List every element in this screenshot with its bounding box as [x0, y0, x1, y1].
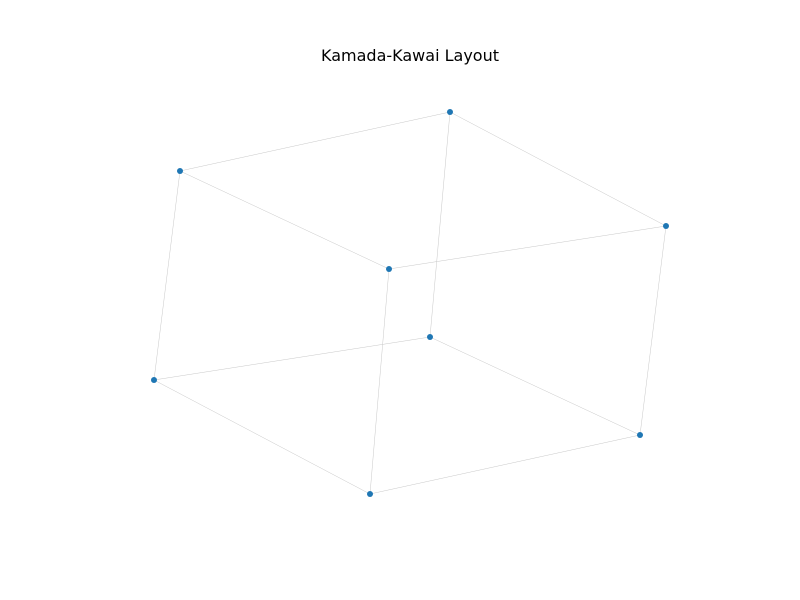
- graph-edge: [429, 336, 641, 436]
- graph-edge: [429, 111, 451, 338]
- graph-node: [637, 432, 643, 438]
- graph-edge: [639, 225, 667, 436]
- graph-edge: [449, 111, 667, 227]
- graph-node: [663, 223, 669, 229]
- graph-node: [151, 377, 157, 383]
- graph-edge: [153, 170, 181, 381]
- graph-node: [427, 334, 433, 340]
- graph-node: [386, 266, 392, 272]
- graph-edge: [369, 434, 641, 495]
- graph-node: [177, 168, 183, 174]
- graph-edge: [153, 379, 371, 495]
- graph-edge: [179, 111, 451, 172]
- nodes-layer: [151, 109, 669, 497]
- graph-node: [367, 491, 373, 497]
- graph-edge: [369, 268, 390, 495]
- graph-edge: [153, 336, 431, 381]
- figure-title: Kamada-Kawai Layout: [321, 46, 499, 65]
- edges-layer: [153, 111, 667, 495]
- graph-node: [447, 109, 453, 115]
- graph-edge: [388, 225, 667, 270]
- graph-edge: [179, 170, 390, 270]
